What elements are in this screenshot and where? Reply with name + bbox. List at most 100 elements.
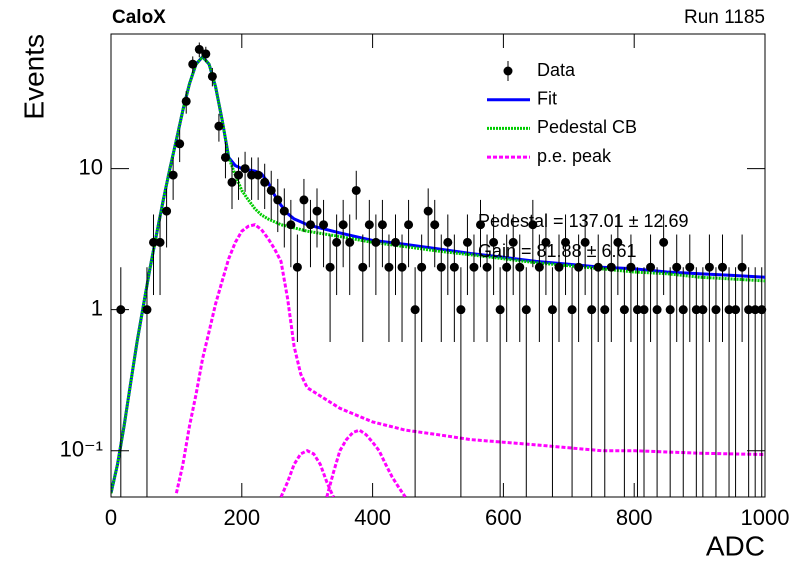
fit-curve [325, 428, 407, 497]
data-point [639, 305, 649, 315]
data-point [260, 177, 270, 187]
legend-label: Data [537, 60, 576, 80]
data-point [672, 262, 682, 272]
data-point [410, 305, 420, 315]
data-point [351, 185, 361, 195]
data-point [541, 237, 551, 247]
fit-result: Gain = 81.88 ± 6.61 [478, 241, 637, 261]
data-point [286, 220, 296, 230]
y-axis-label: Events [18, 34, 49, 120]
data-point [345, 237, 355, 247]
data-point [332, 237, 342, 247]
data-point [201, 49, 211, 59]
x-axis-label: ADC [706, 530, 765, 561]
data-point [279, 206, 289, 216]
x-tick-label: 400 [354, 505, 391, 530]
x-tick-label: 600 [485, 505, 522, 530]
data-point [567, 305, 577, 315]
data-point [194, 44, 204, 54]
data-point [312, 206, 322, 216]
data-point [757, 305, 767, 315]
data-point [600, 305, 610, 315]
data-point [547, 305, 557, 315]
data-point [319, 220, 329, 230]
data-point [678, 305, 688, 315]
legend-label: Pedestal CB [537, 117, 637, 137]
data-point [430, 220, 440, 230]
data-point [561, 237, 571, 247]
data-point [449, 262, 459, 272]
data-point [587, 305, 597, 315]
x-tick-label: 800 [616, 505, 653, 530]
data-point [462, 237, 472, 247]
data-point [338, 220, 348, 230]
data-point [580, 237, 590, 247]
fit-curve [174, 223, 765, 494]
fit-curve [111, 54, 765, 494]
data-point [377, 220, 387, 230]
data-point [619, 305, 629, 315]
fit-curve [111, 54, 765, 494]
data-point [273, 195, 283, 205]
run-label: Run 1185 [684, 7, 765, 28]
data-point [397, 262, 407, 272]
data-point [495, 305, 505, 315]
data-point [685, 262, 695, 272]
data-point [181, 96, 191, 106]
data-point [574, 262, 584, 272]
data-point [188, 59, 198, 69]
data-point [691, 305, 701, 315]
data-point [632, 305, 642, 315]
data-point [325, 262, 335, 272]
data-point [606, 262, 616, 272]
data-point [364, 220, 374, 230]
legend-label: p.e. peak [537, 146, 612, 166]
data-point [659, 237, 669, 247]
data-point [404, 220, 414, 230]
data-point [698, 305, 708, 315]
data-point [717, 262, 727, 272]
data-point [554, 262, 564, 272]
frame [110, 33, 766, 498]
data-point [711, 305, 721, 315]
data-point [358, 262, 368, 272]
data-point [443, 237, 453, 247]
data-point [737, 262, 747, 272]
data-point [724, 305, 734, 315]
data-point [515, 262, 525, 272]
data-point [436, 262, 446, 272]
data-point [384, 262, 394, 272]
data-point [482, 262, 492, 272]
data-point [116, 305, 126, 315]
data-point [704, 262, 714, 272]
data-point [253, 170, 263, 180]
data-point [220, 152, 230, 162]
chart-title: CaloX [112, 7, 166, 28]
data-point [613, 237, 623, 247]
data-point [305, 220, 315, 230]
data-point [371, 237, 381, 247]
data-point [489, 237, 499, 247]
data-point [390, 237, 400, 247]
data-point [214, 121, 224, 131]
data-point [744, 305, 754, 315]
x-tick-label: 0 [105, 505, 117, 530]
legend-label: Fit [537, 88, 557, 108]
data-point [266, 185, 276, 195]
data-point [240, 164, 250, 174]
data-point [528, 220, 538, 230]
data-point [299, 195, 309, 205]
data-point [247, 170, 257, 180]
fit-curve [279, 449, 335, 497]
data-point [593, 262, 603, 272]
y-tick-label: 1 [91, 295, 103, 320]
data-point [626, 262, 636, 272]
y-tick-label: 10⁻¹ [60, 437, 103, 462]
fit-result: Pedestal = 137.01 ± 12.69 [478, 211, 689, 231]
data-point [162, 206, 172, 216]
data-point [149, 237, 159, 247]
data-point [652, 305, 662, 315]
x-tick-label: 200 [223, 505, 260, 530]
